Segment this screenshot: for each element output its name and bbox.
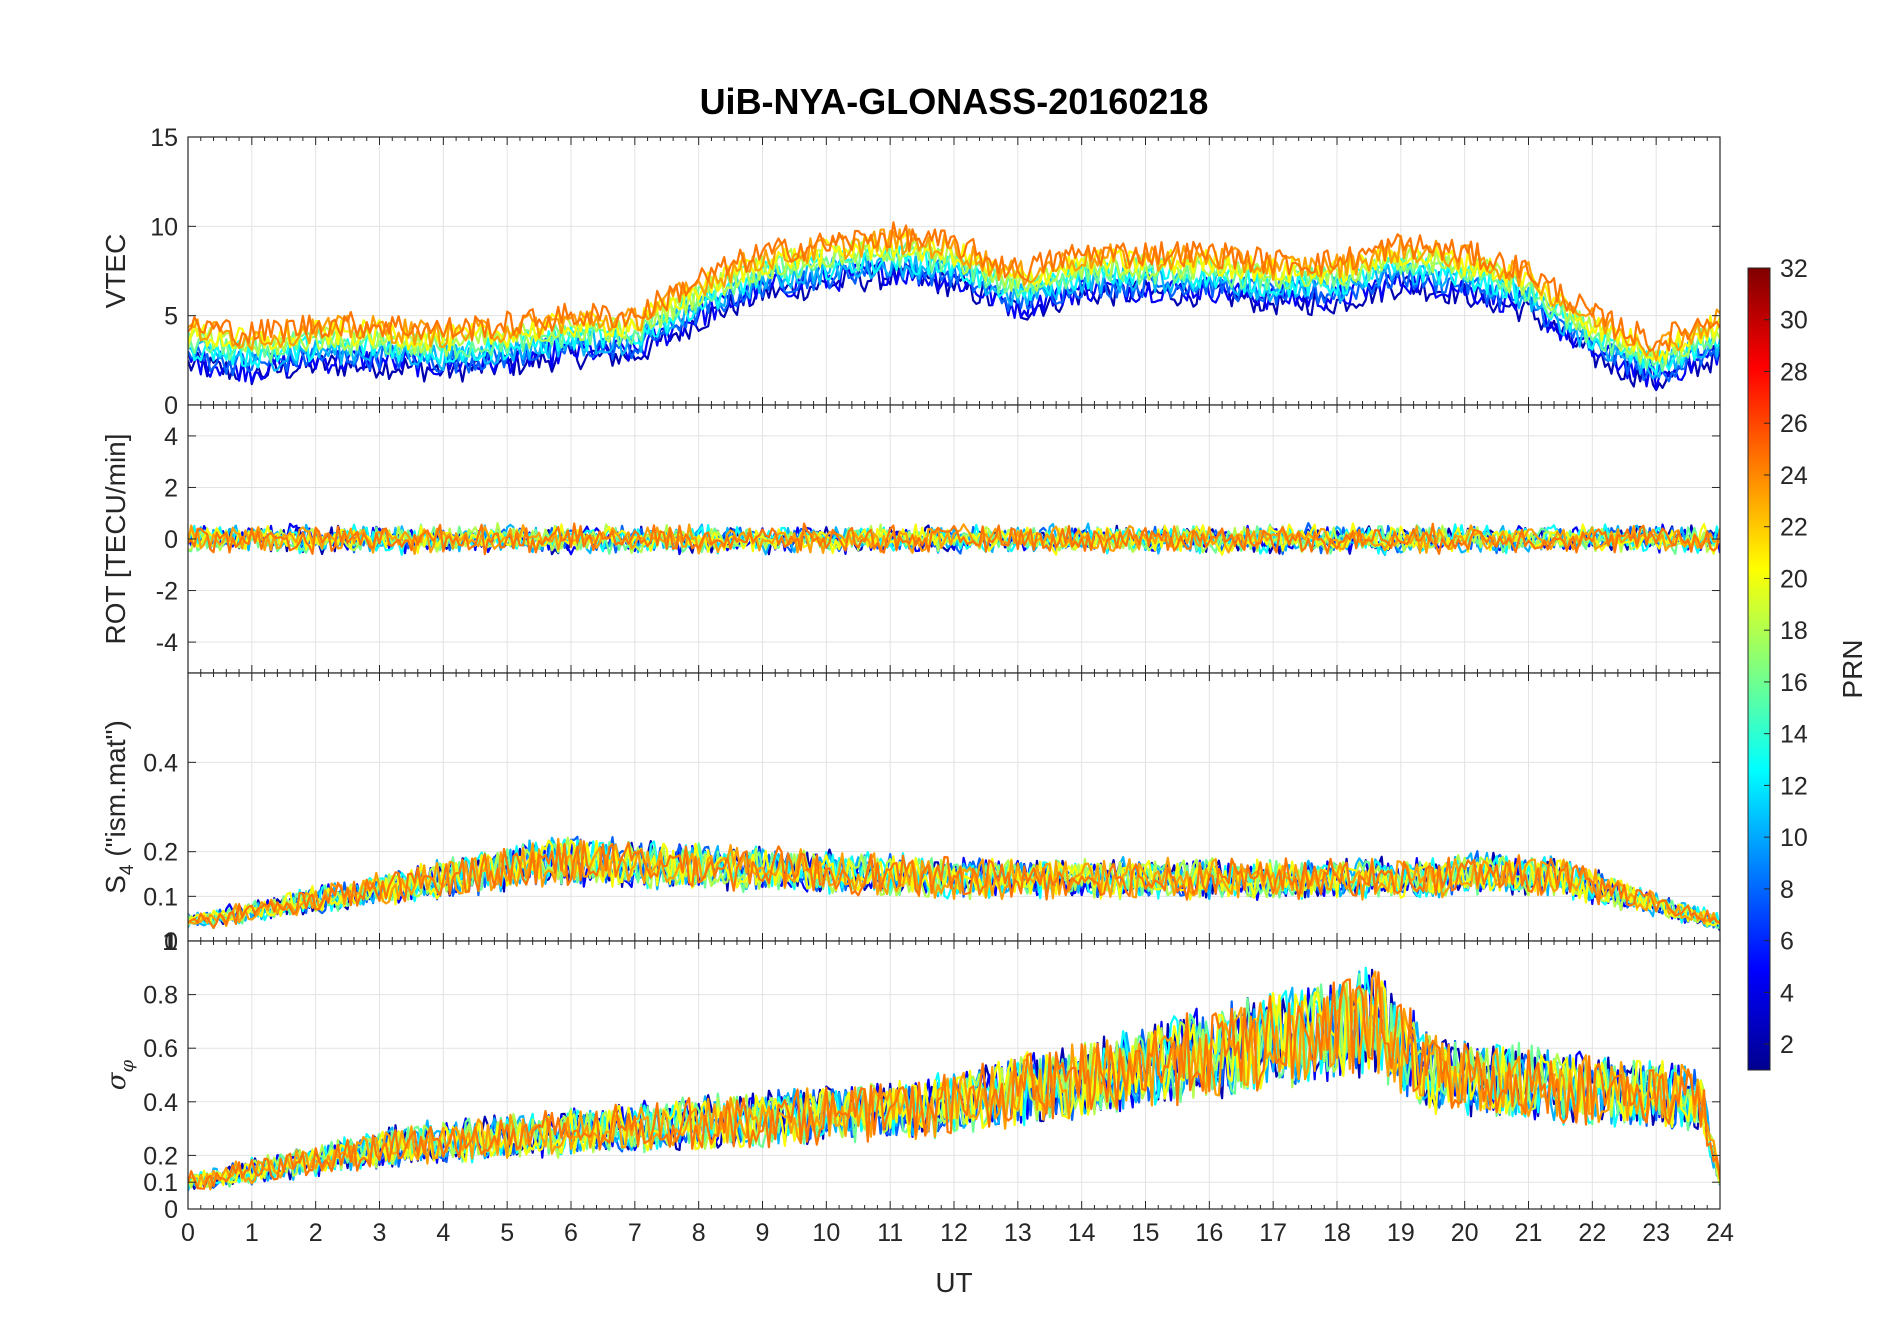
y-tick-label: 10 [150, 213, 178, 241]
y-axis-label: ROT [TECU/min] [100, 433, 131, 644]
panel-vtec: 0 5 10 15 VTEC [100, 124, 1721, 420]
y-tick-label: 0 [164, 928, 178, 956]
colorbar-tick-label: 28 [1780, 358, 1808, 386]
x-tick-label: 18 [1323, 1219, 1351, 1247]
y-tick-label: 4 [164, 423, 178, 451]
x-tick-label: 11 [877, 1219, 903, 1247]
y-tick-label: 0.4 [143, 1089, 178, 1117]
y-tick-label: 0 [164, 1196, 178, 1224]
x-tick-label: 20 [1451, 1219, 1479, 1247]
y-axis-label: S4 ("ism.mat") [100, 720, 138, 894]
x-tick-label: 8 [692, 1219, 706, 1247]
panel-sigma_phi-series [188, 966, 1720, 1192]
colorbar-tick-label: 18 [1780, 617, 1808, 645]
y-tick-label: 0.1 [143, 883, 178, 911]
y-tick-label: 15 [150, 124, 178, 152]
y-tick-label: -4 [156, 629, 178, 657]
x-tick-label: 2 [309, 1219, 323, 1247]
y-tick-label-overlap: 1 [162, 928, 176, 956]
series-line [188, 522, 1720, 556]
y-tick-label: 1 [164, 928, 178, 956]
colorbar-tick-label: 4 [1780, 979, 1794, 1007]
y-axis-label: VTEC [100, 234, 131, 309]
x-tick-label: 21 [1515, 1219, 1543, 1247]
y-tick-label: 0 [164, 526, 178, 554]
x-tick-label: 7 [628, 1219, 642, 1247]
panel-rot-series [188, 522, 1720, 556]
series-line [188, 840, 1720, 929]
colorbar-tick-label: 2 [1780, 1031, 1794, 1059]
chart-title: UiB-NYA-GLONASS-20160218 [700, 81, 1209, 122]
y-axis-label: σφ [102, 1059, 138, 1090]
colorbar-tick-label: 14 [1780, 721, 1808, 749]
y-tick-label: -2 [156, 578, 178, 606]
colorbar-tick-label: 22 [1780, 514, 1808, 542]
x-tick-label: 5 [500, 1219, 514, 1247]
y-tick-label: 0.6 [143, 1035, 178, 1063]
x-tick-label: 9 [756, 1219, 770, 1247]
colorbar-tick-label: 8 [1780, 876, 1794, 904]
series-line [188, 839, 1720, 927]
x-tick-label: 24 [1706, 1219, 1734, 1247]
x-tick-labels: 0 1 2 3 4 5 6 7 8 9 10 11 12 13 14 15 16 17 18 19 20 21 22 23 24 [181, 1219, 1734, 1247]
colorbar-tick-label: 10 [1780, 824, 1808, 852]
colorbar-gradient [1747, 267, 1771, 1071]
x-tick-label: 0 [181, 1219, 195, 1247]
x-tick-label: 15 [1132, 1219, 1160, 1247]
series-line [188, 971, 1720, 1190]
y-tick-label: 0.1 [143, 1169, 178, 1197]
series-line [188, 522, 1720, 556]
x-tick-label: 23 [1642, 1219, 1670, 1247]
x-tick-label: 12 [940, 1219, 968, 1247]
x-tick-label: 10 [812, 1219, 840, 1247]
colorbar-tick-label: 6 [1780, 928, 1794, 956]
x-tick-label: 17 [1259, 1219, 1287, 1247]
colorbar-tick-label: 26 [1780, 410, 1808, 438]
x-tick-label: 3 [373, 1219, 387, 1247]
y-tick-label: 2 [164, 474, 178, 502]
colorbar-tick-label: 12 [1780, 772, 1808, 800]
colorbar-tick-label: 20 [1780, 565, 1808, 593]
x-tick-label: 19 [1387, 1219, 1415, 1247]
colorbar-label: PRN [1837, 639, 1868, 698]
x-axis-label: UT [935, 1267, 972, 1298]
colorbar-tick-label: 32 [1780, 255, 1808, 283]
y-tick-label: 0.8 [143, 982, 178, 1010]
y-tick-label: 0.2 [143, 839, 178, 867]
x-tick-label: 6 [564, 1219, 578, 1247]
colorbar-tick-label: 30 [1780, 307, 1808, 335]
x-tick-label: 22 [1578, 1219, 1606, 1247]
series-line [188, 232, 1720, 363]
x-tick-label: 14 [1068, 1219, 1096, 1247]
y-tick-label: 0.2 [143, 1142, 178, 1170]
series-line [188, 221, 1720, 353]
panel-vtec-series [188, 221, 1720, 392]
x-tick-label: 1 [245, 1219, 259, 1247]
y-tick-label: 0 [164, 392, 178, 420]
colorbar-tick-label: 24 [1780, 462, 1808, 490]
x-tick-label: 4 [436, 1219, 450, 1247]
y-tick-label: 0.4 [143, 749, 178, 777]
panel-s4-series [188, 835, 1720, 932]
y-tick-label: 5 [164, 303, 178, 331]
x-tick-label: 13 [1004, 1219, 1032, 1247]
panel-s4: 0 0.1 0.2 0.4S4 ("ism.mat") 1 [100, 672, 1721, 956]
colorbar-tick-label: 16 [1780, 669, 1808, 697]
x-tick-label: 16 [1195, 1219, 1223, 1247]
panel-rot: -4 -2 0 2 4 ROT [TECU/min] [100, 404, 1721, 674]
series-line [188, 837, 1720, 927]
